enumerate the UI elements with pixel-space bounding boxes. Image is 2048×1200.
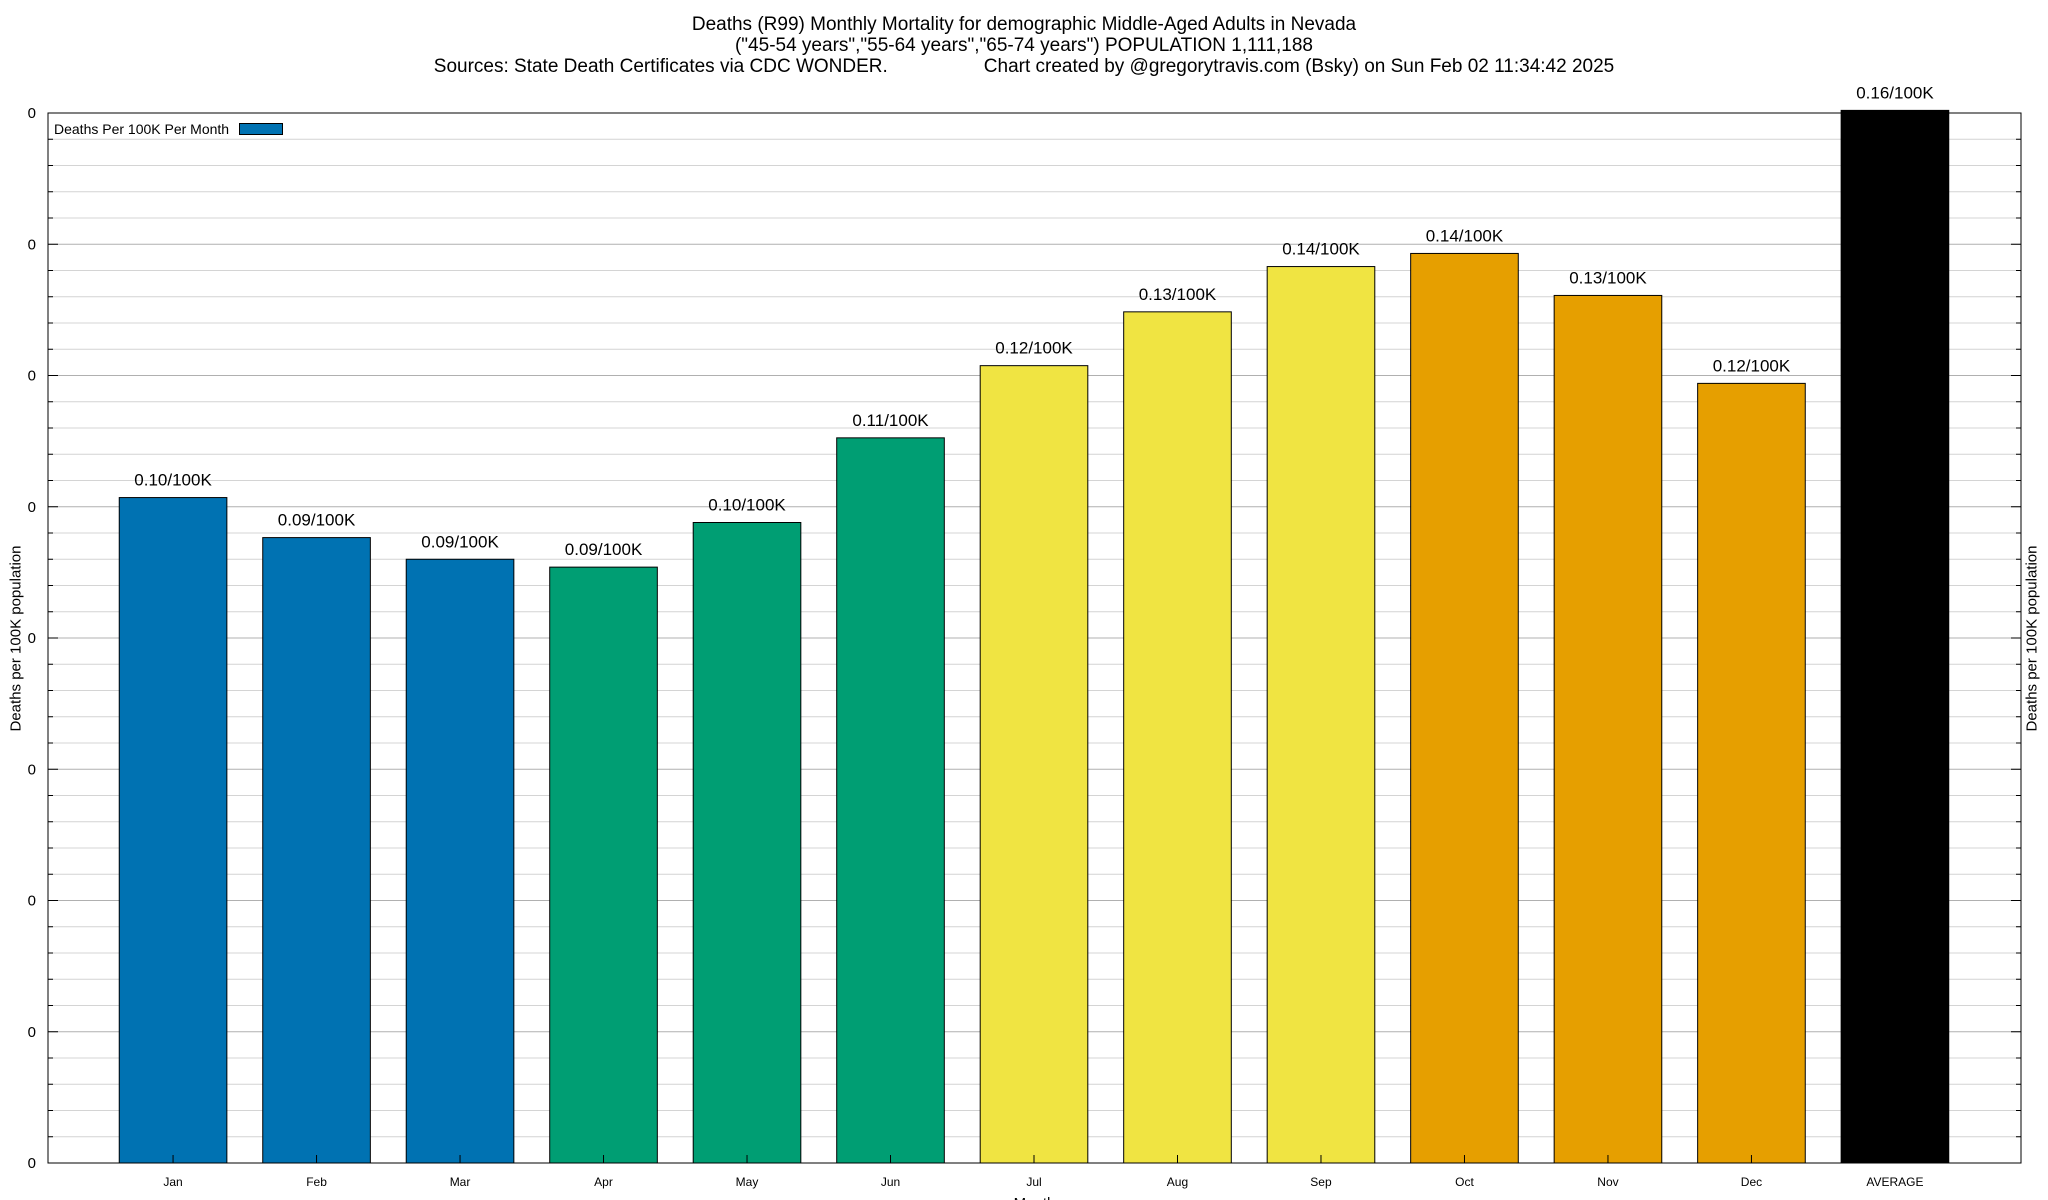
credit-text: Chart created by @gregorytravis.com (Bsk… — [983, 56, 1615, 77]
bar-dec — [1697, 382, 1806, 1164]
bar-jul — [979, 365, 1089, 1164]
bar-label: 0.11/100K — [852, 411, 929, 430]
bar-average — [1840, 109, 1950, 1164]
x-tick-label: Feb — [306, 1175, 327, 1189]
bar-label: 0.09/100K — [421, 532, 499, 551]
x-tick-label: Nov — [1597, 1175, 1618, 1189]
bar-label: 0.16/100K — [1856, 83, 1934, 102]
bar-label: 0.09/100K — [565, 540, 643, 559]
bar-apr — [549, 566, 658, 1164]
bar-feb — [262, 537, 371, 1164]
y-tick-label: 0 — [28, 893, 36, 910]
x-tick-label: Dec — [1741, 1175, 1762, 1189]
bar-nov — [1553, 294, 1663, 1164]
chart-title: Deaths (R99) Monthly Mortality for demog… — [691, 14, 1357, 35]
x-tick-label: Jan — [163, 1175, 182, 1189]
y-tick-label: 0 — [28, 1155, 36, 1172]
x-tick-label: Apr — [594, 1175, 613, 1189]
bar-label: 0.12/100K — [995, 339, 1073, 358]
bar-label: 0.13/100K — [1139, 285, 1217, 304]
y-tick-label: 0 — [28, 236, 36, 253]
x-tick-label: Jun — [881, 1175, 900, 1189]
x-tick-label: Aug — [1167, 1175, 1188, 1189]
y-tick-label: 0 — [28, 761, 36, 778]
legend: Deaths Per 100K Per Month — [54, 118, 284, 140]
y-tick-label: 0 — [28, 630, 36, 647]
legend-swatch — [239, 123, 284, 135]
x-tick-label: Oct — [1455, 1175, 1474, 1189]
bar-jun — [836, 437, 945, 1164]
x-tick-label: Jul — [1026, 1175, 1041, 1189]
chart-subtitle: ("45-54 years","55-64 years","65-74 year… — [734, 35, 1313, 56]
bar-label: 0.12/100K — [1713, 356, 1791, 375]
sources-text: Sources: State Death Certificates via CD… — [433, 56, 888, 77]
y-tick-label: 0 — [28, 1024, 36, 1041]
y-axis-label-left: Deaths per 100K population — [7, 545, 25, 731]
x-tick-label: AVERAGE — [1866, 1175, 1923, 1189]
chart-title-block: Deaths (R99) Monthly Mortality for demog… — [0, 14, 2048, 77]
y-tick-label: 0 — [28, 368, 36, 385]
bar-may — [692, 522, 802, 1164]
legend-label: Deaths Per 100K Per Month — [54, 121, 230, 137]
bar-label: 0.14/100K — [1282, 240, 1360, 259]
bar-label: 0.09/100K — [278, 511, 356, 530]
y-tick-label: 0 — [28, 499, 36, 516]
bar-jan — [118, 497, 228, 1164]
x-tick-label: Mar — [450, 1175, 471, 1189]
x-tick-label: May — [736, 1175, 759, 1189]
bar-mar — [405, 558, 515, 1164]
x-tick-label: Sep — [1310, 1175, 1332, 1189]
bar-oct — [1410, 252, 1519, 1164]
bar-aug — [1123, 311, 1232, 1164]
x-axis-label: Month — [1014, 1195, 1056, 1200]
bar-label: 0.13/100K — [1569, 268, 1647, 287]
plot-frame — [47, 112, 2022, 1164]
bar-label: 0.10/100K — [134, 471, 212, 490]
y-tick-label: 0 — [28, 105, 36, 122]
y-axis-label-right: Deaths per 100K population — [2023, 545, 2041, 731]
bar-sep — [1266, 266, 1376, 1164]
sources-line: Sources: State Death Certificates via CD… — [0, 56, 2048, 77]
bar-label: 0.14/100K — [1426, 226, 1504, 245]
bar-label: 0.10/100K — [708, 496, 786, 515]
